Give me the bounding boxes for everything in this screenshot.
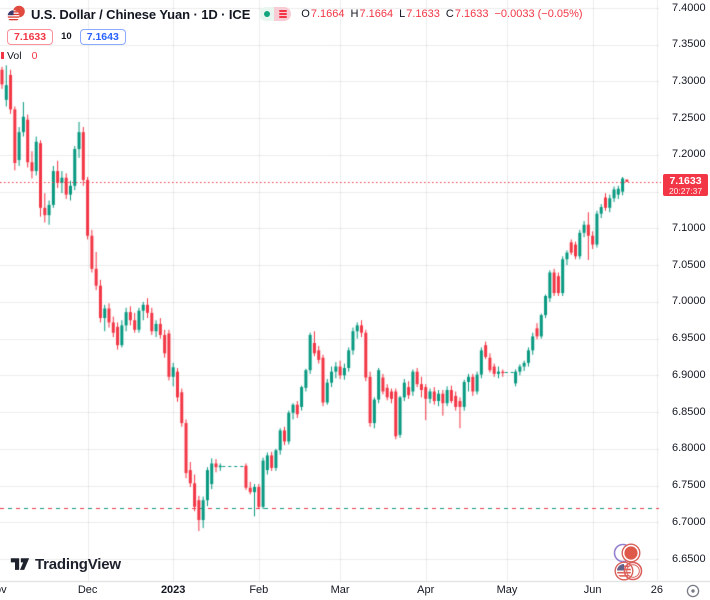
usdcny-pair-icon	[7, 5, 25, 22]
time-tick-label: Nov	[0, 584, 7, 596]
change-value: −0.0033 (−0.05%)	[494, 8, 583, 20]
price-tick-label: 6.8500	[672, 405, 706, 418]
ohlc-values: O 7.1664 H 7.1664 L 7.1633 C 7.1633 −0.0033 …	[301, 8, 582, 20]
price-tick-label: 6.7000	[672, 515, 706, 528]
bar-countdown: 20:27:37	[668, 186, 703, 197]
tradingview-logo-text: TradingView	[35, 556, 121, 573]
price-tick-label: 7.1000	[672, 221, 706, 234]
low-label: L	[399, 8, 406, 20]
last-price-value: 7.1633	[669, 175, 702, 188]
price-tick-label: 7.0500	[672, 258, 706, 271]
price-tick-label: 7.3000	[672, 74, 706, 87]
menu-icon	[274, 7, 292, 21]
open-label: O	[301, 8, 310, 20]
legend-quote-row: 7.1633 10 7.1643	[7, 28, 583, 45]
price-tick-label: 7.0000	[672, 295, 706, 308]
time-axis[interactable]: Nov Dec 2023 Feb Mar Apr May Jun 26	[0, 581, 710, 600]
price-tick-label: 6.7500	[672, 479, 706, 492]
time-tick-label: Jun	[583, 584, 602, 596]
price-tick-label: 7.3500	[672, 38, 706, 51]
close-value: 7.1633	[454, 8, 489, 20]
price-tick-label: 6.6500	[672, 552, 706, 565]
high-label: H	[350, 8, 359, 20]
time-tick-label: May	[496, 584, 518, 596]
price-tick-label: 6.9500	[672, 332, 706, 345]
price-axis[interactable]: 7.4000 7.3500 7.3000 7.2500 7.2000 7.1000 7.05…	[659, 0, 710, 581]
spread-value: 10	[61, 31, 72, 42]
price-tick-label: 7.2500	[672, 111, 706, 124]
market-open-dot	[263, 11, 270, 17]
buy-button[interactable]: 7.1643	[79, 28, 126, 45]
price-tick-label: 7.2000	[672, 148, 706, 161]
axis-settings-icon[interactable]	[685, 583, 701, 599]
tradingview-logo-icon	[10, 558, 30, 570]
volume-label[interactable]: Vol	[7, 50, 22, 62]
last-price-label: 7.1633 20:27:37	[663, 174, 708, 197]
time-tick-label: Apr	[417, 584, 435, 596]
price-tick-label: 6.8000	[672, 442, 706, 455]
price-tick-label: 7.4000	[672, 1, 706, 14]
volume-row: Vol 0	[7, 50, 583, 62]
open-value: 7.1664	[310, 8, 345, 20]
volume-bar	[1, 52, 4, 59]
time-tick-label: 26	[650, 584, 663, 596]
market-open-dot-wrap	[259, 7, 275, 21]
price-tick-label: 6.9000	[672, 368, 706, 381]
market-status-pill[interactable]	[259, 7, 292, 21]
time-tick-label: Feb	[249, 584, 269, 596]
symbol-title[interactable]: U.S. Dollar / Chinese Yuan · 1D · ICE	[31, 6, 251, 22]
time-tick-label: 2023	[160, 584, 186, 596]
low-value: 7.1633	[406, 8, 440, 20]
sell-button[interactable]: 7.1633	[7, 28, 54, 45]
high-value: 7.1664	[359, 8, 394, 20]
instrument-flags-watermark	[613, 543, 643, 581]
time-tick-label: Dec	[77, 584, 98, 596]
tradingview-watermark[interactable]: TradingView	[10, 556, 121, 573]
volume-value: 0	[31, 50, 38, 62]
time-tick-label: Mar	[330, 584, 350, 596]
close-label: C	[445, 8, 454, 20]
